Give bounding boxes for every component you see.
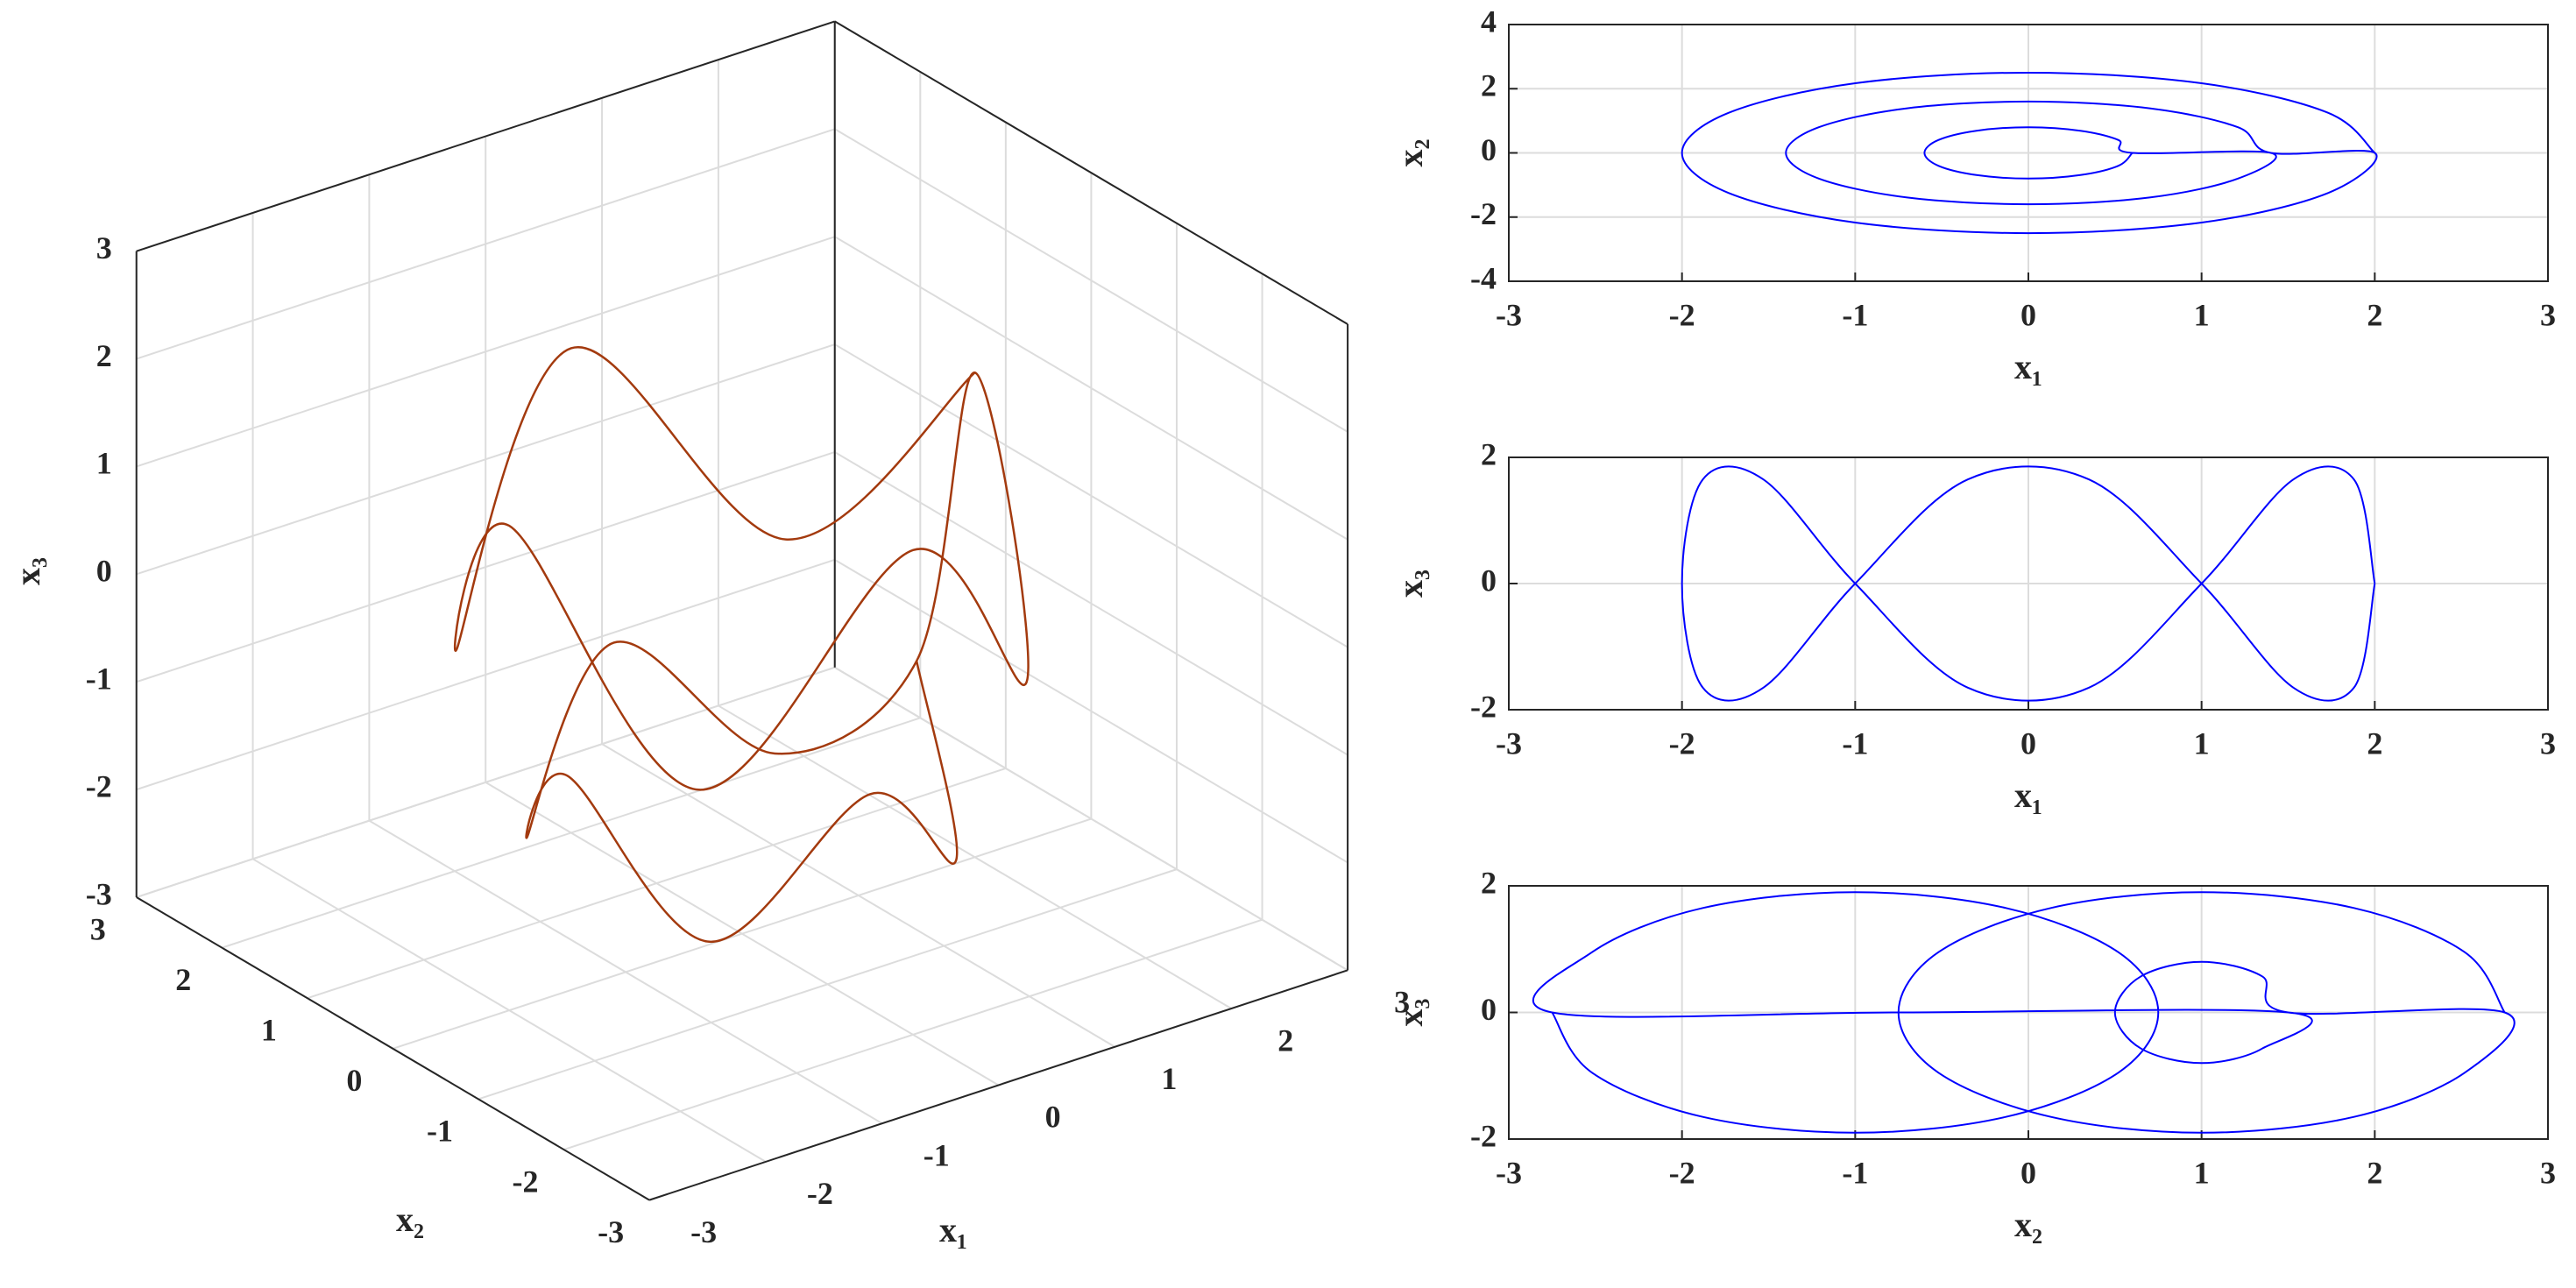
x-tick-label: -2 [1669,725,1695,761]
y-axis-label: x₃ [1391,999,1430,1027]
grid-line [136,128,836,360]
plot-frame [1508,885,2549,1140]
y-tick-label: 2 [1481,865,1497,900]
y-tick-label: 0 [1481,563,1497,598]
x-axis-label: x₁ [2014,347,2042,386]
x-tick-label: 3 [1394,985,1410,1020]
y-tick-label: -2 [1470,196,1497,231]
x-tick-label: 0 [2020,1155,2036,1190]
grid-line [136,558,836,791]
x-tick-label: 1 [2194,725,2210,761]
x-tick-label: -1 [1842,725,1868,761]
y-tick-label: 0 [1481,992,1497,1027]
plot-frame [1508,24,2549,282]
grid-line [136,343,836,576]
x-axis-label: x₂ [2014,1205,2042,1244]
x-tick-label: 1 [1161,1061,1177,1096]
y-tick-label: 0 [1481,132,1497,167]
y-tick-label: -2 [513,1164,539,1199]
z-tick-label: -1 [86,662,112,697]
y-tick-label: 2 [1481,68,1497,103]
y-tick-label: -1 [427,1114,453,1149]
y-tick-label: 2 [175,962,191,997]
y-tick-label: 4 [1481,4,1497,39]
z-tick-label: -2 [86,768,112,803]
grid-line [834,128,1348,433]
x-tick-label: 2 [2367,297,2382,332]
axis-edge [136,20,836,252]
y-tick-label: 1 [261,1012,277,1047]
x-tick-label: 3 [2540,725,2556,761]
grid-line [834,451,1348,756]
y-tick-label: 0 [346,1063,362,1098]
x-tick-label: -3 [1496,1155,1522,1190]
grid-line [307,767,1007,1000]
z-tick-label: 0 [96,554,112,589]
grid-line [834,558,1348,864]
y-axis-label: x₂ [396,1200,424,1239]
y-tick-label: 2 [1481,436,1497,471]
plot-frame [1508,456,2549,711]
y-tick-label: -3 [598,1214,624,1249]
y-tick-label: -2 [1470,1118,1497,1153]
axis-edge [136,896,650,1201]
x-tick-label: -3 [690,1214,717,1249]
grid-line [834,236,1348,541]
grid-line [221,717,921,949]
axis-edge [834,20,1348,325]
x-tick-label: 2 [2367,725,2382,761]
x-tick-label: 2 [1277,1023,1293,1058]
grid-line [834,343,1348,648]
trajectory [1681,465,2376,702]
x-tick-label: -2 [1669,1155,1695,1190]
z-axis-label: x₃ [8,557,47,585]
x-tick-label: -3 [1496,725,1522,761]
grid-line [136,666,836,898]
x-tick-label: 0 [2020,297,2036,332]
y-tick-label: -2 [1470,689,1497,724]
x-tick-label: -2 [1669,297,1695,332]
grid-line [393,817,1092,1050]
trajectory [453,345,1030,944]
z-tick-label: 2 [96,338,112,373]
grid-line [563,918,1263,1150]
x-tick-label: -2 [807,1176,833,1211]
x-axis-label: x₁ [939,1210,967,1249]
x-tick-label: -1 [1842,1155,1868,1190]
x-tick-label: 2 [2367,1155,2382,1190]
y-axis-label: x₂ [1391,139,1430,167]
trajectory [1532,891,2516,1134]
x-tick-label: -1 [1842,297,1868,332]
grid-line [478,868,1178,1100]
y-tick-label: -4 [1470,260,1497,295]
x-axis-label: x₁ [2014,775,2042,815]
z-tick-label: 1 [96,446,112,481]
x-tick-label: -3 [1496,297,1522,332]
x-tick-label: 0 [1045,1100,1061,1135]
x-tick-label: -1 [924,1137,950,1172]
y-axis-label: x₃ [1391,570,1430,598]
z-tick-label: 3 [96,230,112,265]
trajectory [1681,71,2378,235]
grid-line [834,666,1348,972]
y-tick-label: 3 [90,911,106,946]
x-tick-label: 0 [2020,725,2036,761]
x-tick-label: 1 [2194,297,2210,332]
x-tick-label: 3 [2540,297,2556,332]
x-tick-label: 3 [2540,1155,2556,1190]
z-tick-label: -3 [86,876,112,911]
grid-line [136,236,836,468]
x-tick-label: 1 [2194,1155,2210,1190]
axis-edge [648,969,1348,1201]
